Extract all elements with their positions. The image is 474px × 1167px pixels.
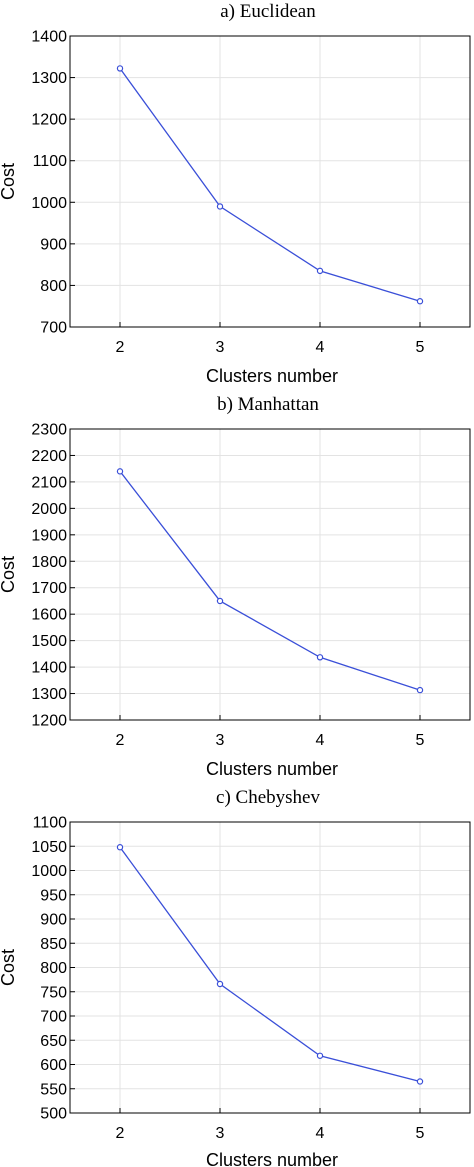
data-point [316,654,324,661]
y-tick-label: 800 [40,960,67,977]
data-point [316,267,324,275]
y-tick-label: 1800 [31,554,67,571]
x-axis-label: Clusters number [206,1150,338,1167]
y-tick-label: 600 [40,1057,67,1074]
x-axis-label: Clusters number [206,366,338,386]
data-point [416,686,424,694]
y-tick-label: 2200 [31,448,67,465]
x-tick-label: 5 [416,732,425,749]
y-tick-label: 950 [40,887,67,904]
x-tick-label: 5 [416,1125,425,1142]
y-tick-label: 1000 [31,863,67,880]
chart-title: a) Euclidean [220,1,316,22]
y-tick-label: 1300 [31,686,67,703]
x-axis-label: Clusters number [206,759,338,779]
y-tick-label: 550 [40,1081,67,1098]
y-tick-label: 1400 [31,29,67,46]
data-point [416,298,424,305]
data-point [116,468,124,475]
y-tick-label: 700 [40,1009,67,1026]
x-tick-label: 4 [316,732,325,749]
x-tick-label: 5 [416,339,425,356]
y-tick-label: 1050 [31,839,67,856]
x-tick-label: 4 [316,1125,325,1142]
y-tick-label: 1900 [31,527,67,544]
data-point [216,597,224,605]
x-tick-label: 2 [116,1125,125,1142]
y-tick-label: 1100 [33,815,68,832]
chart-panel-3: c) Chebyshev 500 550 600 650 700 750 800 850 900 9… [0,787,471,1167]
y-tick-label: 2100 [31,474,67,491]
y-tick-label: 1600 [31,607,67,624]
y-tick-label: 800 [40,278,67,295]
series-line [119,470,421,691]
data-point [216,203,224,210]
y-tick-label: 700 [40,320,67,337]
y-tick-label: 500 [40,1106,67,1123]
data-point [316,1052,324,1059]
x-tick-label: 2 [116,732,125,749]
x-tick-label: 3 [216,732,225,749]
chart-panel-2: b) Manhattan 1200 1300 1400 1500 1600 1700 1800… [0,394,471,779]
chart-title: c) Chebyshev [216,787,320,808]
y-tick-label: 650 [40,1033,67,1050]
y-axis-label: Cost [0,163,18,200]
y-tick-label: 900 [40,236,67,253]
x-tick-label: 4 [316,339,325,356]
chart-title: b) Manhattan [217,394,319,415]
x-tick-label: 3 [216,339,225,356]
y-tick-label: 1700 [31,580,67,597]
plot-frame [69,428,471,721]
y-tick-label: 750 [40,984,67,1001]
y-tick-label: 1000 [31,195,67,212]
y-tick-label: 900 [40,912,67,929]
series-line [119,68,421,302]
data-point [116,65,124,72]
y-axis-label: Cost [0,949,18,986]
y-tick-label: 1100 [33,153,68,170]
x-tick-label: 2 [116,339,125,356]
y-tick-label: 1200 [31,713,67,730]
y-tick-label: 1500 [31,633,67,650]
y-tick-label: 1200 [31,112,67,129]
x-tick-label: 3 [216,1125,225,1142]
data-point [116,844,124,851]
y-tick-label: 1300 [31,70,67,87]
y-tick-label: 2300 [31,422,67,439]
data-point [416,1078,424,1085]
y-axis-label: Cost [0,556,18,593]
y-tick-label: 850 [40,936,67,953]
y-tick-label: 1400 [31,660,67,677]
data-point [216,980,224,988]
chart-panel-1: a) Euclidean 700 800 900 1000 1100 1200 1300 140… [0,1,471,386]
y-tick-label: 2000 [31,501,67,518]
plot-frame [69,35,471,328]
series-line [119,846,421,1083]
